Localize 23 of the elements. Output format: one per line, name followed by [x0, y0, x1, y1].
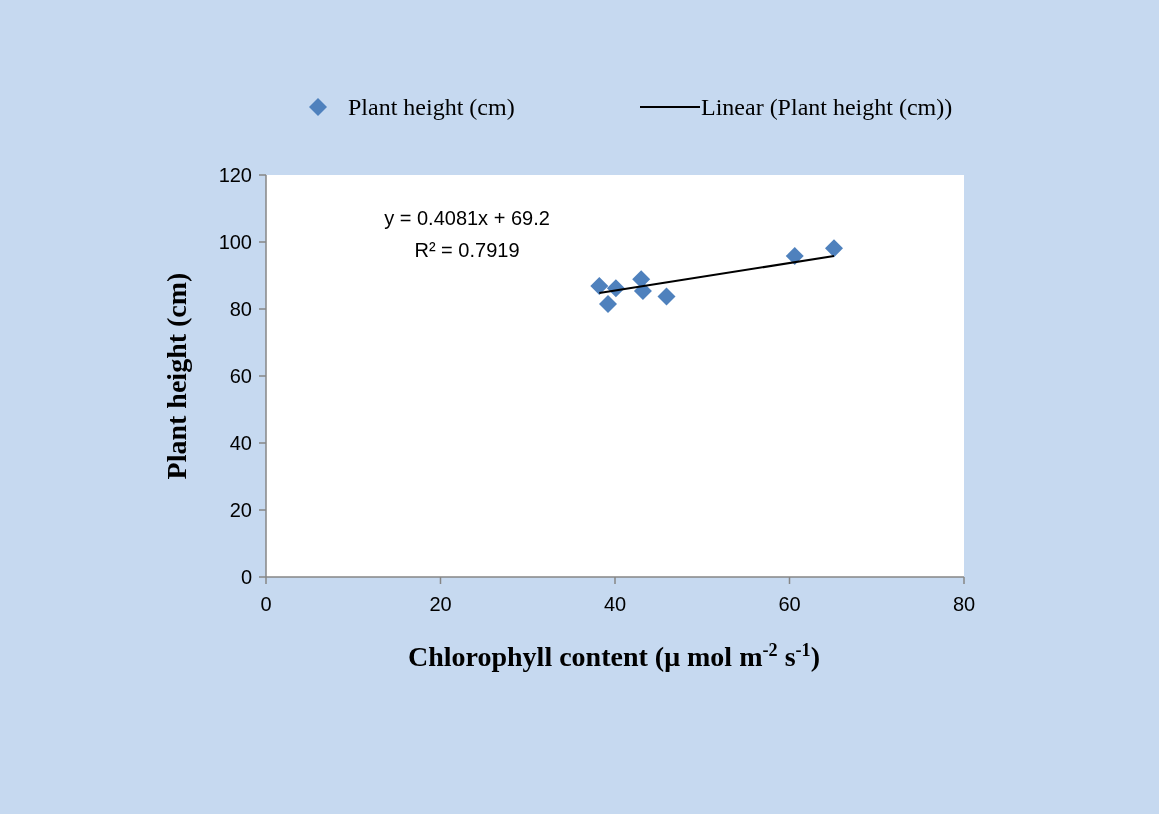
x-tick-label: 80	[952, 593, 976, 615]
y-tick-label: 0	[240, 566, 252, 588]
y-tick-label: 60	[229, 365, 252, 387]
annotation: y = 0.4081x + 69.2	[384, 207, 550, 229]
x-axis-title: Chlorophyll content (μ mol m$^{-2}$ s$^{-1}$)	[407, 640, 821, 672]
x-tick-label: 40	[603, 593, 627, 615]
point	[590, 276, 609, 295]
point	[785, 247, 804, 266]
y-axis-title: Plant height (cm)	[161, 272, 192, 480]
legend-label: Plant height (cm)	[348, 94, 515, 121]
point	[599, 294, 618, 313]
x-tick-label: 20	[429, 593, 452, 615]
point	[825, 239, 843, 258]
x-tick-label: 60	[778, 593, 801, 615]
y-tick-label: 80	[229, 298, 252, 320]
legend-label: Linear (Plant height (cm))	[701, 94, 953, 121]
x-tick-label: 0	[260, 593, 272, 615]
point	[657, 287, 676, 306]
y-tick-label: 120	[218, 164, 252, 186]
annotation: R² = 0.7919	[414, 239, 520, 261]
y-tick-label: 40	[229, 432, 252, 454]
y-tick-label: 100	[218, 231, 252, 253]
y-tick-label: 20	[229, 499, 252, 521]
